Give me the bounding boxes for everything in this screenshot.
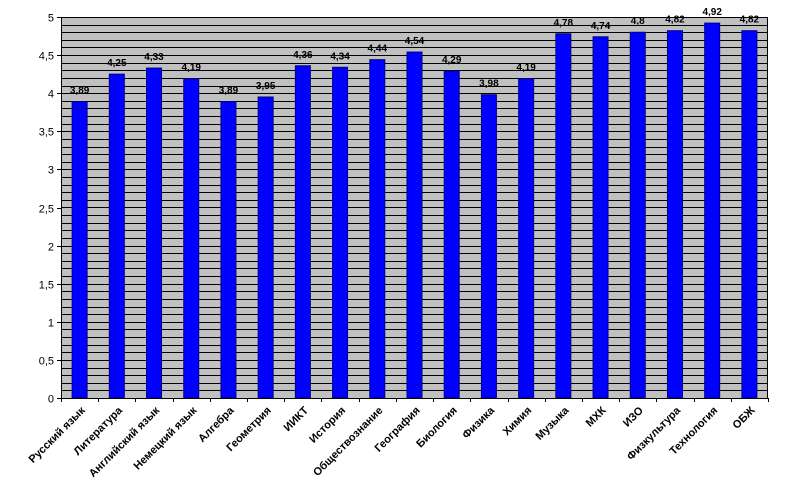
data-label: 4,25 [107,58,127,69]
data-label: 4,36 [293,50,313,61]
data-label: 4,19 [516,63,536,74]
x-tick-label: МХК [584,404,609,429]
x-tick-label: ИЗО [621,404,646,429]
data-label: 4,74 [591,21,611,32]
data-label: 4,34 [330,51,350,62]
bar [146,67,163,399]
data-label: 4,8 [631,16,645,27]
bar [518,78,535,399]
bar [741,30,758,399]
bar [406,51,423,399]
x-tick-label: Физика [460,404,497,441]
bar [294,65,311,399]
data-label: 3,89 [70,86,90,97]
y-tick-label: 2 [48,242,54,254]
bar [332,66,349,399]
y-tick-label: 3,5 [39,127,54,139]
x-tick-label: Биология [414,405,460,451]
data-label: 4,82 [740,15,760,26]
y-tick-label: 0,5 [39,356,54,368]
y-tick-label: 4,5 [39,51,54,63]
data-label: 4,33 [144,52,164,63]
bar [369,59,386,399]
data-label: 3,95 [256,81,276,92]
bar [71,101,88,399]
x-tick-label: ИИКТ [282,404,312,434]
bar [257,96,274,399]
bar [443,70,460,399]
y-tick-label: 2,5 [39,204,54,216]
x-tick-label: Обществознание [311,405,385,479]
plot-border [61,17,768,399]
data-label: 4,19 [182,63,202,74]
bar [592,36,609,399]
data-label: 3,89 [219,86,239,97]
data-label: 4,92 [702,7,722,18]
bar [220,101,237,399]
x-tick-label: Английский язык [87,404,163,480]
x-tick-label: Немецкий язык [132,404,200,472]
bar [183,78,200,399]
bar [108,73,125,399]
y-tick-label: 1 [48,318,54,330]
data-label: 4,78 [554,18,574,29]
bar [480,94,497,399]
x-tick-label: Химия [501,405,535,439]
bar [555,33,572,399]
data-label: 3,98 [479,79,499,90]
data-label: 4,82 [665,15,685,26]
bar [666,30,683,399]
data-label: 4,54 [405,36,425,47]
bar [629,31,646,399]
bars [71,22,758,399]
y-tick-label: 3 [48,165,54,177]
bar [704,22,721,399]
data-label: 4,44 [368,44,388,55]
data-label: 4,29 [442,55,462,66]
y-tick-label: 5 [48,13,54,25]
data-labels: 3,89 4,25 4,33 4,19 3,89 3,95 4,36 4,34 4,44 4,54… [70,7,760,96]
y-axis: 0 0,5 1 1,5 2 2,5 3 3,5 4 4,5 5 [39,13,62,406]
x-tick-label: Музыка [534,404,573,443]
y-tick-label: 0 [48,394,54,406]
y-tick-label: 4 [48,89,54,101]
x-tick-label: ОБЖ [731,405,758,432]
y-tick-label: 1,5 [39,280,54,292]
